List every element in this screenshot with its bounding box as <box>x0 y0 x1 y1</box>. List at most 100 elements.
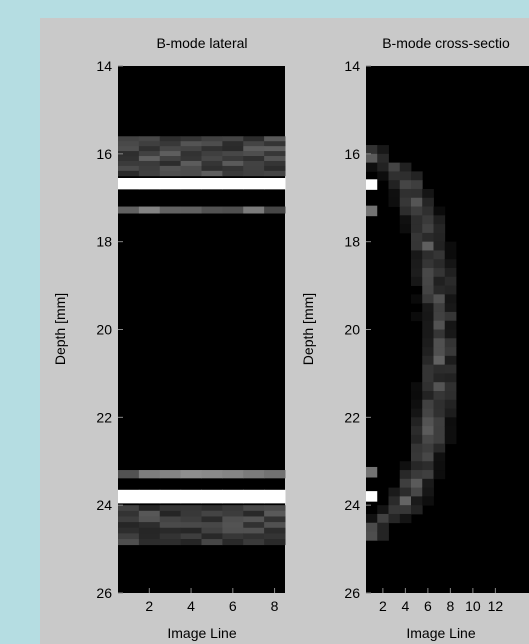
reflector-cell <box>264 505 286 512</box>
reflector-cell <box>222 510 244 517</box>
reflector-cell <box>118 516 140 523</box>
reflector-cell <box>159 510 182 517</box>
reflector-cell <box>138 136 161 142</box>
reflector-cell <box>264 160 286 167</box>
y-tick-label: 26 <box>344 585 360 601</box>
reflector-cell <box>159 505 182 512</box>
reflector-cell <box>180 527 202 534</box>
chart-title-lateral: B-mode lateral <box>156 35 247 51</box>
x-tick-label: 4 <box>401 598 409 614</box>
reflector-cell <box>222 539 244 546</box>
arc-cell <box>411 259 423 269</box>
arc-cell <box>422 259 434 269</box>
arc-cell <box>433 426 446 436</box>
y-tick-label: 18 <box>96 234 112 250</box>
arc-cell <box>422 224 434 234</box>
arc-cell <box>388 188 401 199</box>
reflector-cell <box>159 539 182 546</box>
reflector-cell <box>264 470 286 479</box>
reflector-cell <box>159 177 182 190</box>
arc-cell <box>433 470 446 480</box>
arc-cell <box>399 470 412 480</box>
reflector-cell <box>264 141 286 147</box>
arc-cell <box>411 268 423 278</box>
arc-cell <box>433 294 446 304</box>
arc-cell <box>411 180 423 190</box>
reflector-cell <box>243 489 265 504</box>
arc-cell <box>411 461 423 471</box>
x-tick-label: 6 <box>424 598 432 614</box>
arc-cell <box>422 215 434 225</box>
reflector-cell <box>118 510 140 517</box>
arc-cell <box>411 399 423 409</box>
arc-cell <box>422 303 434 313</box>
arc-cell <box>411 443 423 453</box>
reflector-cell <box>201 156 223 162</box>
arc-cell <box>411 408 423 418</box>
arc-cell <box>411 206 423 216</box>
arc-cell <box>422 470 434 480</box>
arc-cell <box>411 215 423 225</box>
reflector-cell <box>264 489 286 504</box>
arc-cell <box>444 268 457 278</box>
reflector-cell <box>180 505 202 512</box>
reflector-cell <box>201 165 223 172</box>
x-tick-label: 10 <box>465 598 481 614</box>
arc-cell <box>411 426 423 436</box>
arc-cell <box>411 478 423 488</box>
reflector-cell <box>118 505 140 512</box>
reflector-cell <box>118 151 140 157</box>
reflector-cell <box>201 170 223 177</box>
reflector-cell <box>180 160 202 167</box>
reflector-cell <box>243 470 265 479</box>
arc-cell <box>433 259 446 269</box>
arc-cell <box>366 153 378 164</box>
y-tick-label: 18 <box>344 234 360 250</box>
arc-cell <box>366 513 378 524</box>
reflector-cell <box>138 165 161 172</box>
reflector-cell <box>118 539 140 546</box>
arc-cell <box>411 390 423 401</box>
reflector-cell <box>138 160 161 167</box>
reflector-cell <box>118 165 140 172</box>
reflector-cell <box>138 141 161 147</box>
arc-cell <box>433 276 446 286</box>
arc-cell <box>433 320 446 330</box>
reflector-cell <box>222 489 244 504</box>
arc-cell <box>422 426 434 436</box>
reflector-cell <box>180 533 202 540</box>
reflector-cell <box>201 141 223 147</box>
echo-cell <box>366 491 378 502</box>
arc-cell <box>444 320 457 330</box>
arc-cell <box>433 461 446 471</box>
arc-cell <box>411 470 423 480</box>
reflector-cell <box>180 151 202 157</box>
arc-cell <box>388 197 401 207</box>
y-tick-label: 22 <box>344 409 360 425</box>
reflector-cell <box>222 177 244 190</box>
reflector-cell <box>180 510 202 517</box>
reflector-cell <box>180 156 202 162</box>
reflector-cell <box>222 151 244 157</box>
reflector-cell <box>138 539 161 546</box>
arc-cell <box>411 417 423 427</box>
reflector-cell <box>180 146 202 152</box>
reflector-cell <box>118 527 140 534</box>
arc-cell <box>422 311 434 322</box>
arc-cell <box>444 311 457 322</box>
reflector-cell <box>138 156 161 162</box>
arc-cell <box>422 206 434 216</box>
reflector-cell <box>222 165 244 172</box>
reflector-cell <box>243 516 265 523</box>
arc-cell <box>399 188 412 199</box>
arc-cell <box>444 399 457 409</box>
arc-cell <box>444 408 457 418</box>
reflector-cell <box>180 516 202 523</box>
arc-cell <box>366 522 378 532</box>
reflector-cell <box>180 141 202 147</box>
reflector-cell <box>138 470 161 479</box>
